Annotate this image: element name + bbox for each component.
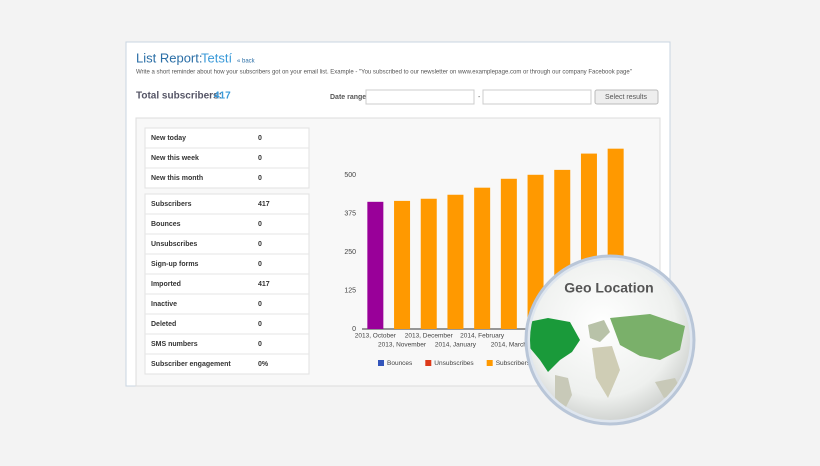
- stat-value: 0: [258, 135, 262, 142]
- bar: [367, 201, 384, 329]
- stat-label: Imported: [151, 281, 181, 288]
- legend-swatch: [425, 360, 432, 366]
- bar: [447, 194, 464, 329]
- date-from[interactable]: [365, 89, 475, 105]
- stat-value: 0: [258, 221, 262, 228]
- stat-value: 417: [258, 281, 270, 288]
- stat-value: 0: [258, 175, 262, 182]
- stat-value: 0: [258, 241, 262, 248]
- date-to[interactable]: [482, 89, 592, 105]
- stat-label: Deleted: [151, 321, 176, 328]
- legend-swatch: [486, 360, 493, 366]
- totals-table: [144, 193, 310, 375]
- summary-value: 417: [214, 91, 231, 102]
- stat-label: Unsubscribes: [151, 241, 197, 248]
- x-tick-label: 2013, November: [378, 342, 427, 349]
- north-america: [530, 318, 580, 372]
- x-tick-label: 2013, October: [355, 333, 397, 340]
- stat-label: SMS numbers: [151, 341, 198, 348]
- legend-label: Bounces: [387, 360, 413, 367]
- bar: [474, 187, 491, 329]
- stat-label: New today: [151, 135, 186, 142]
- legend-label: Subscribers: [496, 360, 531, 367]
- stat-label: Subscriber engagement: [151, 361, 231, 368]
- title: List Report:: [136, 50, 202, 65]
- stat-label: New this month: [151, 175, 203, 182]
- stat-value: 0: [258, 301, 262, 308]
- world-map: [530, 314, 685, 415]
- bar: [500, 178, 517, 329]
- stat-value: 417: [258, 201, 270, 208]
- stat-label: Sign-up forms: [151, 261, 199, 268]
- y-tick-label: 125: [344, 287, 356, 294]
- description: Write a short reminder about how your su…: [136, 70, 632, 76]
- list-name: Tetstí: [201, 50, 232, 65]
- select-button[interactable]: [594, 89, 659, 105]
- stat-label: New this week: [151, 155, 199, 162]
- stat-value: 0: [258, 155, 262, 162]
- stat-value: 0%: [258, 361, 269, 368]
- bar: [527, 174, 544, 329]
- stat-label: Inactive: [151, 301, 177, 308]
- stat-value: 0: [258, 321, 262, 328]
- bar: [394, 200, 411, 329]
- asia: [610, 314, 685, 360]
- africa: [592, 346, 620, 398]
- europe: [588, 320, 610, 342]
- y-tick-label: 500: [344, 172, 356, 179]
- date-label: Date range: [330, 94, 366, 101]
- geo-title: Geo Location: [564, 280, 653, 296]
- x-tick-label: 2014, January: [435, 342, 477, 349]
- y-tick-label: 0: [352, 326, 356, 333]
- stat-label: Bounces: [151, 221, 181, 228]
- date-separator: -: [478, 94, 481, 101]
- select-button-label: Select results: [605, 94, 648, 101]
- summary-label: Total subscribers:: [136, 91, 222, 102]
- legend-swatch: [378, 360, 384, 366]
- x-tick-label: 2014, February: [460, 333, 505, 340]
- stat-value: 0: [258, 261, 262, 268]
- globe: [530, 260, 690, 420]
- stat-value: 0: [258, 341, 262, 348]
- bar: [420, 198, 437, 329]
- x-tick-label: 2013, December: [405, 333, 454, 340]
- geo-overlay[interactable]: Geo Location: [524, 254, 696, 426]
- back-link[interactable]: « back: [237, 59, 256, 65]
- recent-table: [144, 127, 310, 189]
- y-tick-label: 375: [344, 211, 356, 218]
- y-tick-label: 250: [344, 249, 356, 256]
- x-tick-label: 2014, March: [491, 342, 528, 349]
- stat-label: Subscribers: [151, 201, 192, 208]
- legend-label: Unsubscribes: [434, 360, 474, 367]
